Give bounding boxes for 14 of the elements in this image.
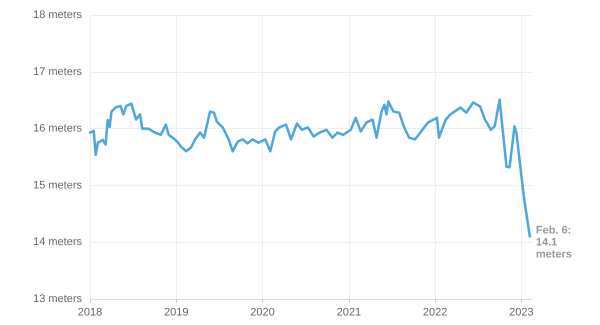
y-tick-label: 15 meters bbox=[33, 179, 82, 192]
x-tick-label: 2021 bbox=[336, 306, 362, 318]
y-tick-label: 16 meters bbox=[33, 122, 82, 135]
line-series bbox=[88, 98, 532, 238]
x-tick-label: 2022 bbox=[422, 306, 448, 318]
x-tick-label: 2023 bbox=[509, 306, 534, 318]
y-tick-label: 17 meters bbox=[33, 66, 82, 78]
x-tick-label: 2020 bbox=[250, 306, 275, 318]
x-tick-label: 2019 bbox=[164, 306, 188, 318]
annotation: Feb. 6: 14.1 meters bbox=[536, 224, 574, 261]
x-tick-label: 2018 bbox=[78, 306, 102, 318]
y-tick-label: 13 meters bbox=[33, 293, 82, 305]
y-tick-label: 14 meters bbox=[33, 236, 82, 248]
y-tick-label: 18 meters bbox=[33, 9, 82, 21]
